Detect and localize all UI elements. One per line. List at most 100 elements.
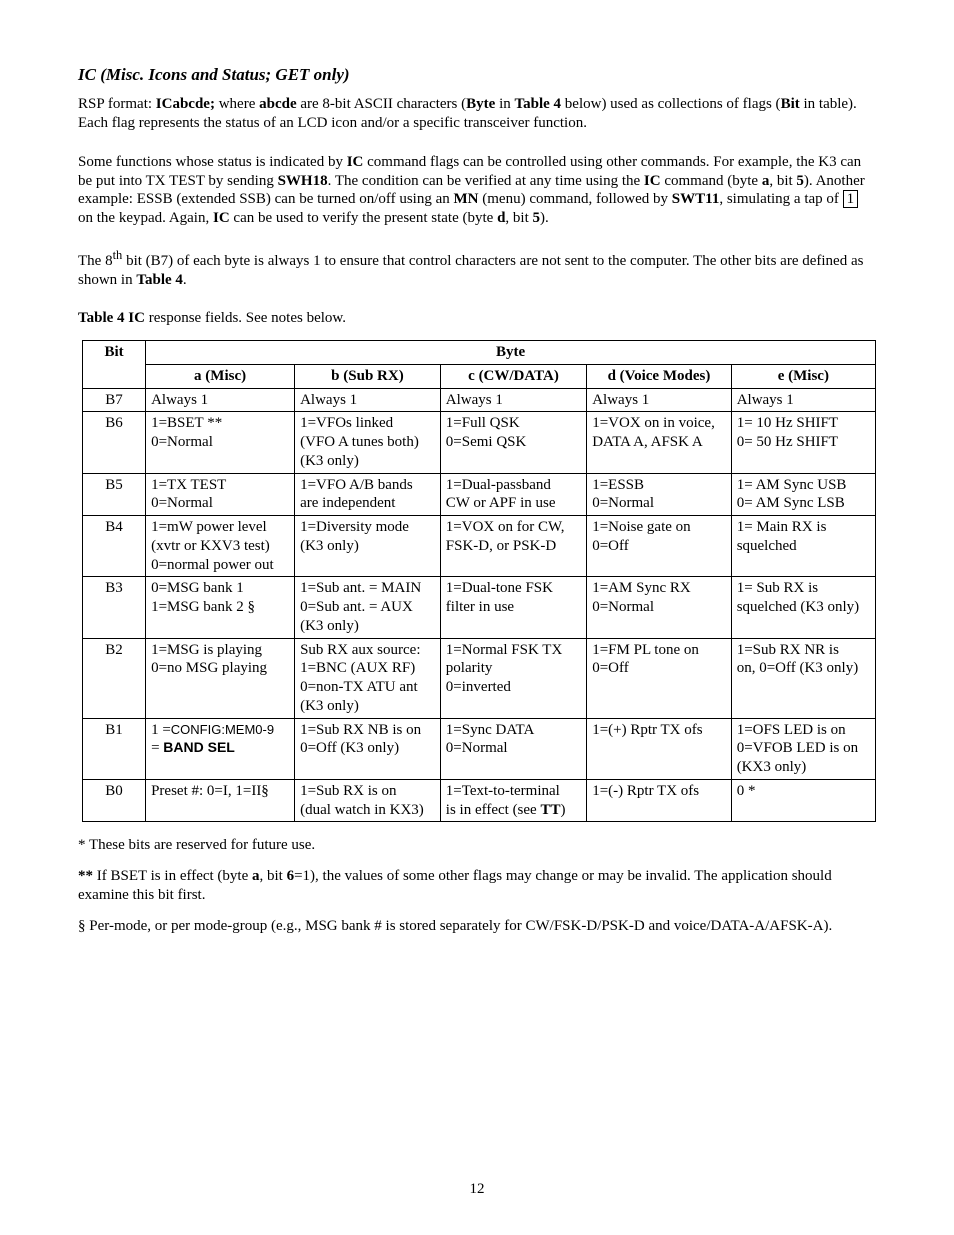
- text: , bit: [505, 210, 532, 226]
- table-row: B0 Preset #: 0=I, 1=II§ 1=Sub RX is on(d…: [83, 779, 876, 822]
- text-bold: Table 4: [514, 96, 561, 112]
- cell: Always 1: [146, 388, 295, 412]
- cell: 1=Noise gate on0=Off: [587, 516, 731, 577]
- col-label: d: [608, 368, 616, 384]
- text-bold: abcde: [259, 96, 297, 112]
- text-bold: MN: [454, 191, 479, 207]
- cell-bit: B5: [83, 473, 146, 516]
- cell: 1=Sub RX NR ison, 0=Off (K3 only): [731, 638, 875, 718]
- cell: 1= 10 Hz SHIFT0= 50 Hz SHIFT: [731, 412, 875, 473]
- cell: 1=MSG is playing0=no MSG playing: [146, 638, 295, 718]
- text: below) used as collections of flags (: [561, 96, 781, 112]
- cell: 1=Full QSK0=Semi QSK: [440, 412, 586, 473]
- text-bold: IC: [347, 154, 364, 170]
- cell: 1=Dual-tone FSKfilter in use: [440, 577, 586, 638]
- cell-bit: B2: [83, 638, 146, 718]
- text: Some functions whose status is indicated…: [78, 154, 347, 170]
- table-row: B2 1=MSG is playing0=no MSG playing Sub …: [83, 638, 876, 718]
- text: ): [560, 802, 565, 818]
- text: . The condition can be verified at any t…: [328, 173, 644, 189]
- text-bold: Bit: [781, 96, 800, 112]
- footnote-1: * These bits are reserved for future use…: [78, 836, 876, 855]
- section-title: IC (Misc. Icons and Status; GET only): [78, 64, 876, 85]
- text-bold: SWH18: [278, 173, 328, 189]
- col-a-header: a (Misc): [146, 364, 295, 388]
- cell: 1=Normal FSK TXpolarity0=inverted: [440, 638, 586, 718]
- cell: Always 1: [587, 388, 731, 412]
- col-desc: (Misc): [784, 368, 829, 384]
- cell: 1=(-) Rptr TX ofs: [587, 779, 731, 822]
- cell: Always 1: [731, 388, 875, 412]
- text-bold: Table 4: [136, 272, 183, 288]
- table-row: B3 0=MSG bank 11=MSG bank 2 § 1=Sub ant.…: [83, 577, 876, 638]
- cell: 1= AM Sync USB0= AM Sync LSB: [731, 473, 875, 516]
- byte-header: Byte: [146, 341, 876, 365]
- cell: 1=mW power level(xvtr or KXV3 test)0=nor…: [146, 516, 295, 577]
- bold-text: TT: [540, 802, 560, 818]
- cell: 1=Sub ant. = MAIN0=Sub ant. = AUX(K3 onl…: [295, 577, 441, 638]
- bit-header: Bit: [83, 341, 146, 389]
- col-label: a: [194, 368, 202, 384]
- text: (menu) command, followed by: [479, 191, 672, 207]
- cell: 1=VFOs linked(VFO A tunes both)(K3 only): [295, 412, 441, 473]
- rsp-format-para: RSP format: ICabcde; where abcde are 8-b…: [78, 95, 876, 133]
- footnote-3: § Per-mode, or per mode-group (e.g., MSG…: [78, 917, 876, 936]
- cell: 1=FM PL tone on0=Off: [587, 638, 731, 718]
- col-c-header: c (CW/DATA): [440, 364, 586, 388]
- cell-bit: B4: [83, 516, 146, 577]
- cell: Always 1: [295, 388, 441, 412]
- text: bit (B7) of each byte is always 1 to ens…: [78, 253, 863, 288]
- col-desc: (Voice Modes): [616, 368, 710, 384]
- cell: 1=VFO A/B bandsare independent: [295, 473, 441, 516]
- text-bold: ICabcde;: [156, 96, 215, 112]
- footnote-2: ** If BSET is in effect (byte a, bit 6=1…: [78, 867, 876, 905]
- cell: 1=Sync DATA0=Normal: [440, 718, 586, 779]
- cell: 1=BSET **0=Normal: [146, 412, 295, 473]
- cell: 1=VOX on for CW,FSK-D, or PSK-D: [440, 516, 586, 577]
- cell: 1=OFS LED is on0=VFOB LED is on(KX3 only…: [731, 718, 875, 779]
- text: =: [151, 740, 163, 756]
- cell: 1=AM Sync RX0=Normal: [587, 577, 731, 638]
- col-e-header: e (Misc): [731, 364, 875, 388]
- text: , simulating a tap of: [719, 191, 842, 207]
- cell: 1= Sub RX issquelched (K3 only): [731, 577, 875, 638]
- col-label: c: [468, 368, 475, 384]
- cell: 1=TX TEST0=Normal: [146, 473, 295, 516]
- text: The 8: [78, 253, 113, 269]
- cell: 1= Main RX issquelched: [731, 516, 875, 577]
- cell: 1=Dual-passbandCW or APF in use: [440, 473, 586, 516]
- text: where: [215, 96, 259, 112]
- text: .: [183, 272, 187, 288]
- cell: 0=MSG bank 11=MSG bank 2 §: [146, 577, 295, 638]
- table-row: B7 Always 1 Always 1 Always 1 Always 1 A…: [83, 388, 876, 412]
- text: in: [495, 96, 514, 112]
- cell: 1 =CONFIG:MEM0-9= BAND SEL: [146, 718, 295, 779]
- cell: Sub RX aux source:1=BNC (AUX RF)0=non-TX…: [295, 638, 441, 718]
- text: , bit: [260, 868, 287, 884]
- bold-text: BAND SEL: [163, 739, 235, 755]
- keycap-icon: 1: [843, 190, 859, 208]
- cell-bit: B6: [83, 412, 146, 473]
- text: are 8-bit ASCII characters (: [297, 96, 467, 112]
- explanation-para: Some functions whose status is indicated…: [78, 153, 876, 228]
- table-row: B4 1=mW power level(xvtr or KXV3 test)0=…: [83, 516, 876, 577]
- text-bold: IC: [644, 173, 661, 189]
- cell: 1=Sub RX is on(dual watch in KX3): [295, 779, 441, 822]
- table-row: B1 1 =CONFIG:MEM0-9= BAND SEL 1=Sub RX N…: [83, 718, 876, 779]
- text-bold: Byte: [466, 96, 495, 112]
- table-header-row: Bit Byte: [83, 341, 876, 365]
- cell: 1=VOX on in voice,DATA A, AFSK A: [587, 412, 731, 473]
- superscript: th: [113, 248, 123, 262]
- text: on the keypad. Again,: [78, 210, 213, 226]
- col-b-header: b (Sub RX): [295, 364, 441, 388]
- col-d-header: d (Voice Modes): [587, 364, 731, 388]
- cell: 1=(+) Rptr TX ofs: [587, 718, 731, 779]
- cell-bit: B7: [83, 388, 146, 412]
- table-row: B5 1=TX TEST0=Normal 1=VFO A/B bandsare …: [83, 473, 876, 516]
- caption-text: response fields. See notes below.: [145, 310, 346, 326]
- text: , bit: [769, 173, 796, 189]
- cell-bit: B3: [83, 577, 146, 638]
- cell: 0 *: [731, 779, 875, 822]
- text: 1 =: [151, 722, 171, 738]
- cell: Preset #: 0=I, 1=II§: [146, 779, 295, 822]
